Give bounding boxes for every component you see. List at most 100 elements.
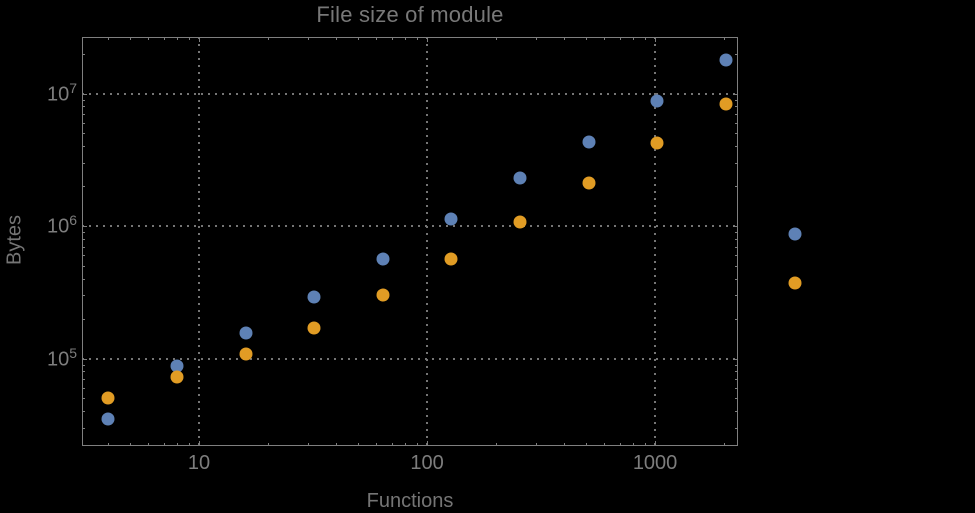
data-point-series-1-blue bbox=[788, 227, 802, 241]
tick-right bbox=[733, 226, 738, 228]
tick-right bbox=[735, 186, 738, 188]
tick-top bbox=[495, 37, 497, 40]
tick-top bbox=[148, 37, 150, 40]
tick-right bbox=[735, 99, 738, 101]
tick-top bbox=[655, 37, 657, 42]
tick-top bbox=[376, 37, 378, 40]
data-point-series-1-blue bbox=[239, 326, 252, 340]
tick-right bbox=[735, 398, 738, 400]
gridline-vertical bbox=[654, 37, 657, 446]
tick-left bbox=[82, 114, 85, 116]
tick-right bbox=[733, 93, 738, 95]
gridline-horizontal bbox=[82, 92, 738, 95]
tick-right bbox=[735, 295, 738, 297]
tick-left bbox=[82, 146, 85, 148]
tick-bottom bbox=[198, 441, 200, 446]
tick-top bbox=[391, 37, 393, 40]
tick-bottom bbox=[267, 443, 269, 446]
data-point-series-2-orange bbox=[376, 288, 390, 302]
gridline-horizontal bbox=[82, 357, 738, 360]
plot-frame bbox=[82, 37, 738, 446]
data-point-series-1-blue bbox=[307, 290, 321, 304]
tick-bottom bbox=[416, 443, 418, 446]
data-point-series-2-orange bbox=[239, 347, 252, 361]
data-point-series-2-orange bbox=[650, 136, 664, 150]
tick-right bbox=[733, 358, 738, 360]
chart-title: File size of module bbox=[316, 2, 504, 27]
tick-bottom bbox=[644, 443, 646, 446]
tick-top bbox=[604, 37, 606, 40]
tick-bottom bbox=[632, 443, 634, 446]
tick-bottom bbox=[130, 443, 132, 446]
y-tick-label-exponent: 7 bbox=[69, 79, 77, 96]
tick-left bbox=[82, 398, 85, 400]
tick-left bbox=[82, 318, 85, 320]
y-tick-label-base: 10 bbox=[46, 83, 70, 106]
tick-top bbox=[267, 37, 269, 40]
data-point-series-1-blue bbox=[101, 412, 115, 426]
data-point-series-1-blue bbox=[444, 212, 458, 226]
tick-top bbox=[404, 37, 406, 40]
tick-bottom bbox=[358, 443, 360, 446]
x-tick-label: 100 bbox=[410, 452, 444, 474]
tick-top bbox=[163, 37, 165, 40]
tick-left bbox=[82, 93, 87, 95]
tick-right bbox=[735, 278, 738, 280]
tick-right bbox=[735, 162, 738, 164]
tick-right bbox=[735, 106, 738, 108]
tick-left bbox=[82, 358, 87, 360]
tick-top bbox=[108, 37, 110, 40]
tick-top bbox=[644, 37, 646, 40]
tick-left bbox=[82, 427, 85, 429]
tick-left bbox=[82, 364, 85, 366]
tick-bottom bbox=[404, 443, 406, 446]
tick-bottom bbox=[391, 443, 393, 446]
tick-right bbox=[735, 411, 738, 413]
tick-right bbox=[735, 318, 738, 320]
tick-right bbox=[735, 246, 738, 248]
tick-bottom bbox=[163, 443, 165, 446]
data-point-series-2-orange bbox=[307, 321, 321, 335]
tick-left bbox=[82, 379, 85, 381]
data-point-series-2-orange bbox=[513, 215, 527, 229]
tick-top bbox=[336, 37, 338, 40]
data-point-series-2-orange bbox=[582, 176, 596, 190]
tick-left bbox=[82, 246, 85, 248]
tick-top bbox=[619, 37, 621, 40]
tick-left bbox=[82, 238, 85, 240]
tick-left bbox=[82, 411, 85, 413]
y-tick-label: 107 bbox=[46, 80, 77, 106]
gridline-horizontal bbox=[82, 225, 738, 228]
tick-right bbox=[735, 371, 738, 373]
tick-left bbox=[82, 53, 85, 55]
gridline-vertical bbox=[197, 37, 200, 446]
tick-top bbox=[723, 37, 725, 40]
y-tick-label: 105 bbox=[46, 345, 77, 371]
data-point-series-2-orange bbox=[444, 252, 458, 266]
tick-bottom bbox=[495, 443, 497, 446]
tick-right bbox=[735, 133, 738, 135]
tick-top bbox=[130, 37, 132, 40]
tick-left bbox=[82, 186, 85, 188]
y-tick-label-base: 10 bbox=[46, 348, 70, 371]
tick-bottom bbox=[604, 443, 606, 446]
tick-right bbox=[735, 53, 738, 55]
tick-bottom bbox=[376, 443, 378, 446]
tick-right bbox=[735, 265, 738, 267]
tick-right bbox=[735, 364, 738, 366]
data-point-series-1-blue bbox=[719, 53, 733, 67]
tick-bottom bbox=[427, 441, 429, 446]
tick-bottom bbox=[108, 443, 110, 446]
tick-top bbox=[198, 37, 200, 42]
tick-left bbox=[82, 278, 85, 280]
tick-left bbox=[82, 232, 85, 234]
tick-left bbox=[82, 99, 85, 101]
y-axis-label: Bytes bbox=[3, 214, 26, 266]
data-point-series-1-blue bbox=[376, 252, 390, 266]
tick-top bbox=[358, 37, 360, 40]
tick-right bbox=[735, 427, 738, 429]
data-point-series-2-orange bbox=[788, 276, 802, 290]
tick-top bbox=[188, 37, 190, 40]
tick-top bbox=[416, 37, 418, 40]
